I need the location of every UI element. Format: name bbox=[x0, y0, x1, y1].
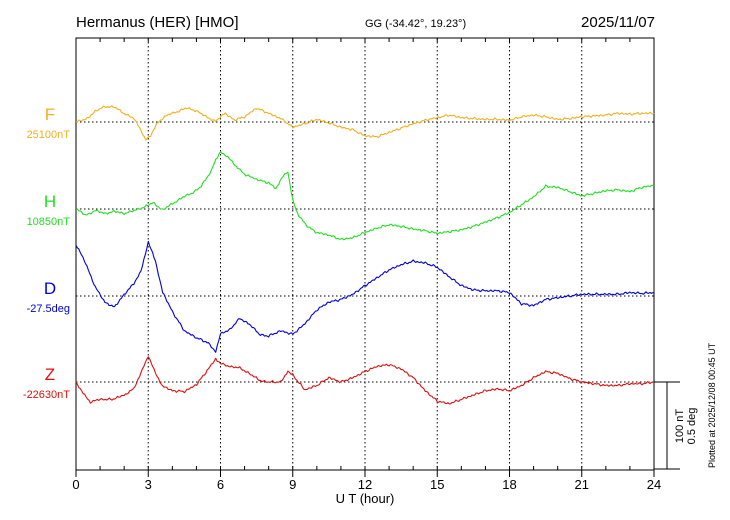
scale-nt-label: 100 nT bbox=[674, 409, 686, 444]
x-tick-label: 12 bbox=[358, 477, 372, 492]
series-line-d bbox=[75, 240, 655, 353]
x-tick-labels: 0 3 6 9 12 15 18 21 24 bbox=[72, 477, 661, 492]
x-tick-label: 6 bbox=[217, 477, 224, 492]
x-tick-label: 0 bbox=[72, 477, 79, 492]
series-baseline-z: -22630nT bbox=[23, 389, 70, 401]
series-baseline-d: -27.5deg bbox=[27, 303, 70, 315]
plot-date: 2025/11/07 bbox=[581, 14, 655, 31]
series-line-z bbox=[75, 356, 655, 405]
x-tick-label: 9 bbox=[289, 477, 296, 492]
x-tick-label: 21 bbox=[575, 477, 589, 492]
axis-ticks bbox=[75, 38, 655, 477]
series-line-f bbox=[75, 105, 655, 141]
x-tick-label: 15 bbox=[430, 477, 444, 492]
series-group: F 25100nT H 10850nT D -27.5deg Z -22630nT bbox=[23, 105, 655, 405]
series-name-h: H bbox=[44, 192, 56, 211]
x-axis-label: U T (hour) bbox=[336, 491, 395, 506]
series-name-d: D bbox=[44, 279, 56, 298]
x-tick-label: 3 bbox=[145, 477, 152, 492]
series-baseline-f: 25100nT bbox=[27, 129, 71, 141]
x-tick-label: 24 bbox=[647, 477, 661, 492]
series-name-f: F bbox=[45, 105, 55, 124]
series-line-h bbox=[75, 150, 655, 241]
series-baseline-h: 10850nT bbox=[27, 216, 71, 228]
x-tick-label: 18 bbox=[502, 477, 516, 492]
scale-deg-label: 0.5 deg bbox=[686, 408, 698, 445]
series-name-z: Z bbox=[45, 365, 55, 384]
station-title: Hermanus (HER) [HMO] bbox=[76, 14, 239, 31]
station-coordinates: GG (-34.42°, 19.23°) bbox=[365, 18, 466, 30]
grid-lines bbox=[76, 38, 654, 470]
plotted-timestamp: Plotted at 2025/12/08 00:45 UT bbox=[707, 342, 717, 468]
